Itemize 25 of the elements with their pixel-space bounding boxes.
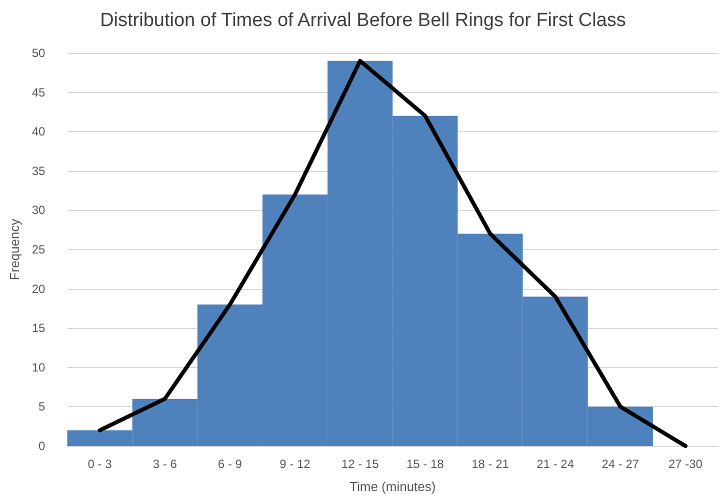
x-tick-label: 9 - 12: [280, 457, 311, 471]
y-axis-title: Frequency: [7, 218, 22, 280]
y-tick-label: 0: [38, 439, 46, 453]
y-tick-label: 45: [32, 85, 46, 100]
x-tick-label: 6 - 9: [218, 457, 242, 471]
x-tick-label: 12 - 15: [341, 457, 380, 471]
y-tick-label: 5: [38, 400, 46, 414]
y-tick-label: 35: [32, 164, 46, 178]
x-tick-label: 18 - 21: [472, 457, 510, 471]
x-axis-title: Time (minutes): [350, 479, 436, 494]
y-tick-label: 40: [32, 124, 46, 139]
y-tick-label: 10: [32, 360, 46, 374]
x-tick-label: 15 - 18: [406, 457, 444, 471]
x-tick-label: 27 -30: [668, 457, 703, 471]
y-tick-label: 25: [32, 242, 46, 256]
x-tick-label: 3 - 6: [152, 457, 178, 471]
x-tick-label: 0 - 3: [88, 457, 112, 471]
y-tick-label: 50: [32, 46, 46, 60]
x-tick-label: 24 - 27: [602, 457, 640, 471]
line-series: [98, 58, 688, 448]
y-tick-label: 15: [32, 321, 46, 336]
y-tick-label: 20: [32, 282, 46, 296]
y-tick-label: 30: [32, 203, 46, 218]
chart-title: Distribution of Times of Arrival Before Bell Rings for First Class: [100, 10, 626, 31]
x-tick-label: 21 - 24: [536, 457, 574, 471]
